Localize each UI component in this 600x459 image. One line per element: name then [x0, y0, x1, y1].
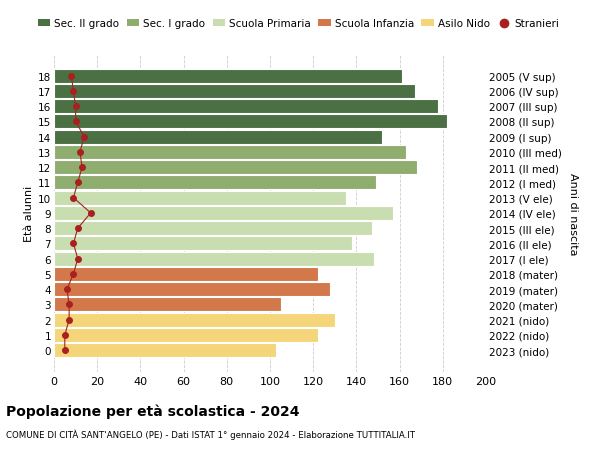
Bar [54, 267, 317, 281]
Bar [54, 176, 376, 190]
Bar [54, 161, 417, 175]
Bar [54, 222, 371, 235]
Y-axis label: Età alunni: Età alunni [24, 185, 34, 241]
Bar [54, 85, 415, 99]
Bar [54, 298, 281, 312]
Bar [54, 328, 317, 342]
Bar [54, 313, 335, 327]
Bar [54, 69, 402, 84]
Bar [54, 252, 374, 266]
Bar [54, 283, 331, 297]
Text: COMUNE DI CITÀ SANT'ANGELO (PE) - Dati ISTAT 1° gennaio 2024 - Elaborazione TUTT: COMUNE DI CITÀ SANT'ANGELO (PE) - Dati I… [6, 429, 415, 439]
Bar [54, 100, 439, 114]
Bar [54, 207, 393, 220]
Text: Popolazione per età scolastica - 2024: Popolazione per età scolastica - 2024 [6, 404, 299, 419]
Bar [54, 115, 447, 129]
Bar [54, 146, 406, 160]
Bar [54, 191, 346, 205]
Legend: Sec. II grado, Sec. I grado, Scuola Primaria, Scuola Infanzia, Asilo Nido, Stran: Sec. II grado, Sec. I grado, Scuola Prim… [38, 19, 559, 29]
Bar [54, 130, 382, 144]
Bar [54, 343, 277, 358]
Y-axis label: Anni di nascita: Anni di nascita [568, 172, 578, 255]
Bar [54, 237, 352, 251]
